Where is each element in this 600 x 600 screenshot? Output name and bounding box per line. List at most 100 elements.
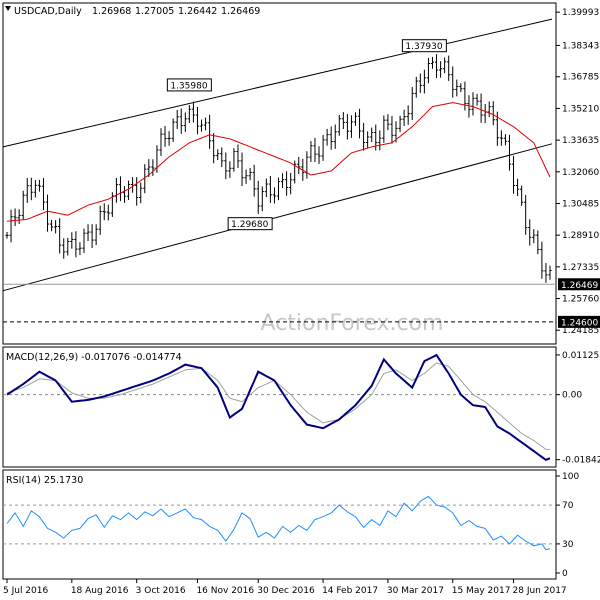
candle: [507, 134, 512, 171]
candle: [309, 141, 313, 162]
x-tick-label: 15 May 2017: [452, 586, 511, 596]
candle: [224, 152, 228, 180]
macd-title: MACD(12,26,9) -0.017076 -0.014774: [6, 352, 182, 363]
candle: [540, 241, 544, 279]
rsi-panel: 100 70 30 0 RSI(14) 25.1730: [2, 469, 579, 580]
candle: [147, 159, 151, 178]
price-annotation: 1.35980: [166, 78, 212, 92]
candle: [491, 101, 495, 126]
header-open: 1.26968: [92, 6, 131, 17]
candle: [13, 208, 17, 227]
candle: [511, 155, 516, 194]
rsi-tick-label: 30: [562, 540, 574, 550]
candle: [126, 180, 131, 201]
candle: [21, 190, 25, 220]
svg-text:1.29680: 1.29680: [231, 220, 268, 230]
price-tick-label: 1.25760: [562, 295, 599, 305]
price-tick-label: 1.38343: [562, 41, 599, 51]
candle: [386, 114, 390, 131]
candle: [451, 66, 455, 98]
candle: [179, 108, 183, 134]
moving-average-line: [6, 102, 551, 222]
candle: [280, 173, 285, 189]
candle: [520, 185, 524, 206]
price-annotation: 1.29680: [227, 217, 273, 231]
header-low: 1.26442: [178, 6, 217, 17]
candle: [532, 229, 536, 244]
candle: [49, 219, 54, 232]
candle: [135, 177, 139, 206]
candle: [357, 108, 362, 139]
candle: [426, 58, 431, 84]
rsi-title: RSI(14) 25.1730: [6, 475, 83, 486]
candle: [139, 182, 143, 204]
price-tick-label: 1.35210: [562, 104, 599, 114]
candle: [187, 104, 191, 124]
candle: [321, 134, 325, 161]
candle: [5, 232, 9, 239]
macd-panel: 0.011255 0.00 -0.018425 MACD(12,26,9) -0.0…: [2, 346, 600, 468]
candle: [366, 131, 370, 149]
candle: [167, 131, 171, 146]
candle: [203, 117, 208, 131]
candle: [544, 263, 548, 283]
candle: [325, 128, 329, 146]
price-tick-label: 1.33635: [562, 136, 599, 146]
x-tick-label: 30 Mar 2017: [387, 586, 444, 596]
candle: [499, 130, 503, 146]
candle: [345, 114, 349, 140]
candle: [536, 230, 540, 255]
candle: [33, 180, 37, 198]
candle: [447, 55, 451, 81]
price-tick-label: 1.27335: [562, 263, 599, 273]
price-tick-label: 1.32060: [562, 168, 599, 178]
candle: [515, 178, 520, 197]
candle: [276, 177, 281, 201]
x-tick-label: 3 Oct 2016: [136, 586, 186, 596]
candle: [410, 87, 414, 121]
candle: [236, 144, 240, 168]
price-panel: 1.39993 1.38343 1.36785 1.35210 1.33635 1.320…: [2, 2, 600, 345]
support-level-badge: 1.24600: [558, 315, 600, 328]
candle: [102, 203, 106, 221]
candle: [349, 115, 354, 138]
candle: [329, 126, 333, 150]
candle: [297, 156, 301, 175]
x-tick-label: 30 Dec 2016: [257, 586, 315, 596]
candle: [82, 228, 86, 253]
candle: [244, 169, 248, 184]
candle: [337, 114, 341, 136]
svg-text:1.26469: 1.26469: [561, 281, 598, 291]
x-tick-label: 28 Jun 2017: [513, 586, 567, 596]
candle: [256, 180, 260, 214]
candle: [272, 187, 277, 204]
candle: [151, 159, 155, 176]
candle: [402, 109, 406, 127]
price-annotation: 1.37930: [401, 39, 447, 53]
candle: [475, 93, 479, 106]
candle: [264, 178, 268, 198]
candle: [171, 118, 175, 142]
price-candles: [5, 54, 552, 283]
current-price-badge: 1.26469: [558, 278, 600, 291]
price-tick-label: 1.39993: [562, 8, 599, 18]
candle: [94, 224, 98, 246]
rsi-tick-label: 70: [562, 501, 574, 511]
candle: [191, 101, 196, 123]
candle: [17, 209, 21, 225]
rsi-tick-label: 0: [562, 569, 568, 579]
candle: [212, 133, 216, 164]
candle: [414, 76, 418, 98]
candle: [195, 106, 200, 135]
candle: [62, 238, 66, 259]
candle: [479, 93, 483, 123]
candle: [90, 224, 94, 248]
candle: [220, 147, 224, 168]
candle: [370, 127, 374, 142]
candle: [9, 209, 13, 243]
price-tick-label: 1.24185: [562, 326, 599, 336]
candle: [228, 161, 232, 178]
candle: [524, 194, 528, 235]
candle: [98, 205, 102, 235]
